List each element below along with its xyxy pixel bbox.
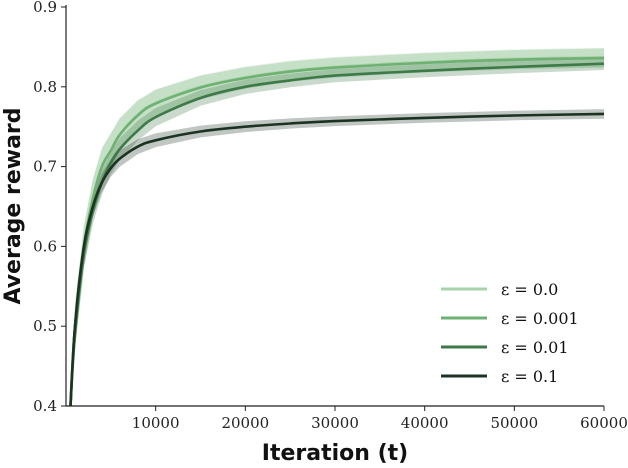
legend-label: ε = 0.01 xyxy=(501,338,569,357)
x-tick-label: 50000 xyxy=(490,414,538,432)
legend-label: ε = 0.0 xyxy=(501,280,558,299)
x-tick-label: 40000 xyxy=(401,414,449,432)
series-lines xyxy=(69,56,605,407)
x-ticks: 10000 20000 30000 40000 50000 60000 xyxy=(132,406,628,432)
series-band xyxy=(70,109,604,406)
y-axis-label: Average reward xyxy=(1,107,26,304)
x-tick-label: 20000 xyxy=(221,414,269,432)
y-tick-label: 0.5 xyxy=(33,317,57,335)
x-tick-label: 30000 xyxy=(311,414,359,432)
legend: ε = 0.0 ε = 0.001 ε = 0.01 ε = 0.1 xyxy=(441,280,579,386)
y-tick-label: 0.4 xyxy=(33,397,57,415)
y-tick-label: 0.9 xyxy=(33,0,57,16)
x-tick-label: 60000 xyxy=(580,414,628,432)
legend-label: ε = 0.1 xyxy=(501,367,558,386)
y-tick-label: 0.8 xyxy=(33,78,57,96)
y-tick-label: 0.7 xyxy=(33,158,57,176)
series-line xyxy=(69,112,605,407)
x-tick-label: 10000 xyxy=(132,414,180,432)
y-ticks: 0.4 0.5 0.6 0.7 0.8 0.9 xyxy=(33,0,66,415)
y-tick-label: 0.6 xyxy=(33,237,57,255)
legend-label: ε = 0.001 xyxy=(501,309,579,328)
series-line xyxy=(69,62,605,407)
x-axis-label: Iteration (t) xyxy=(262,441,408,466)
